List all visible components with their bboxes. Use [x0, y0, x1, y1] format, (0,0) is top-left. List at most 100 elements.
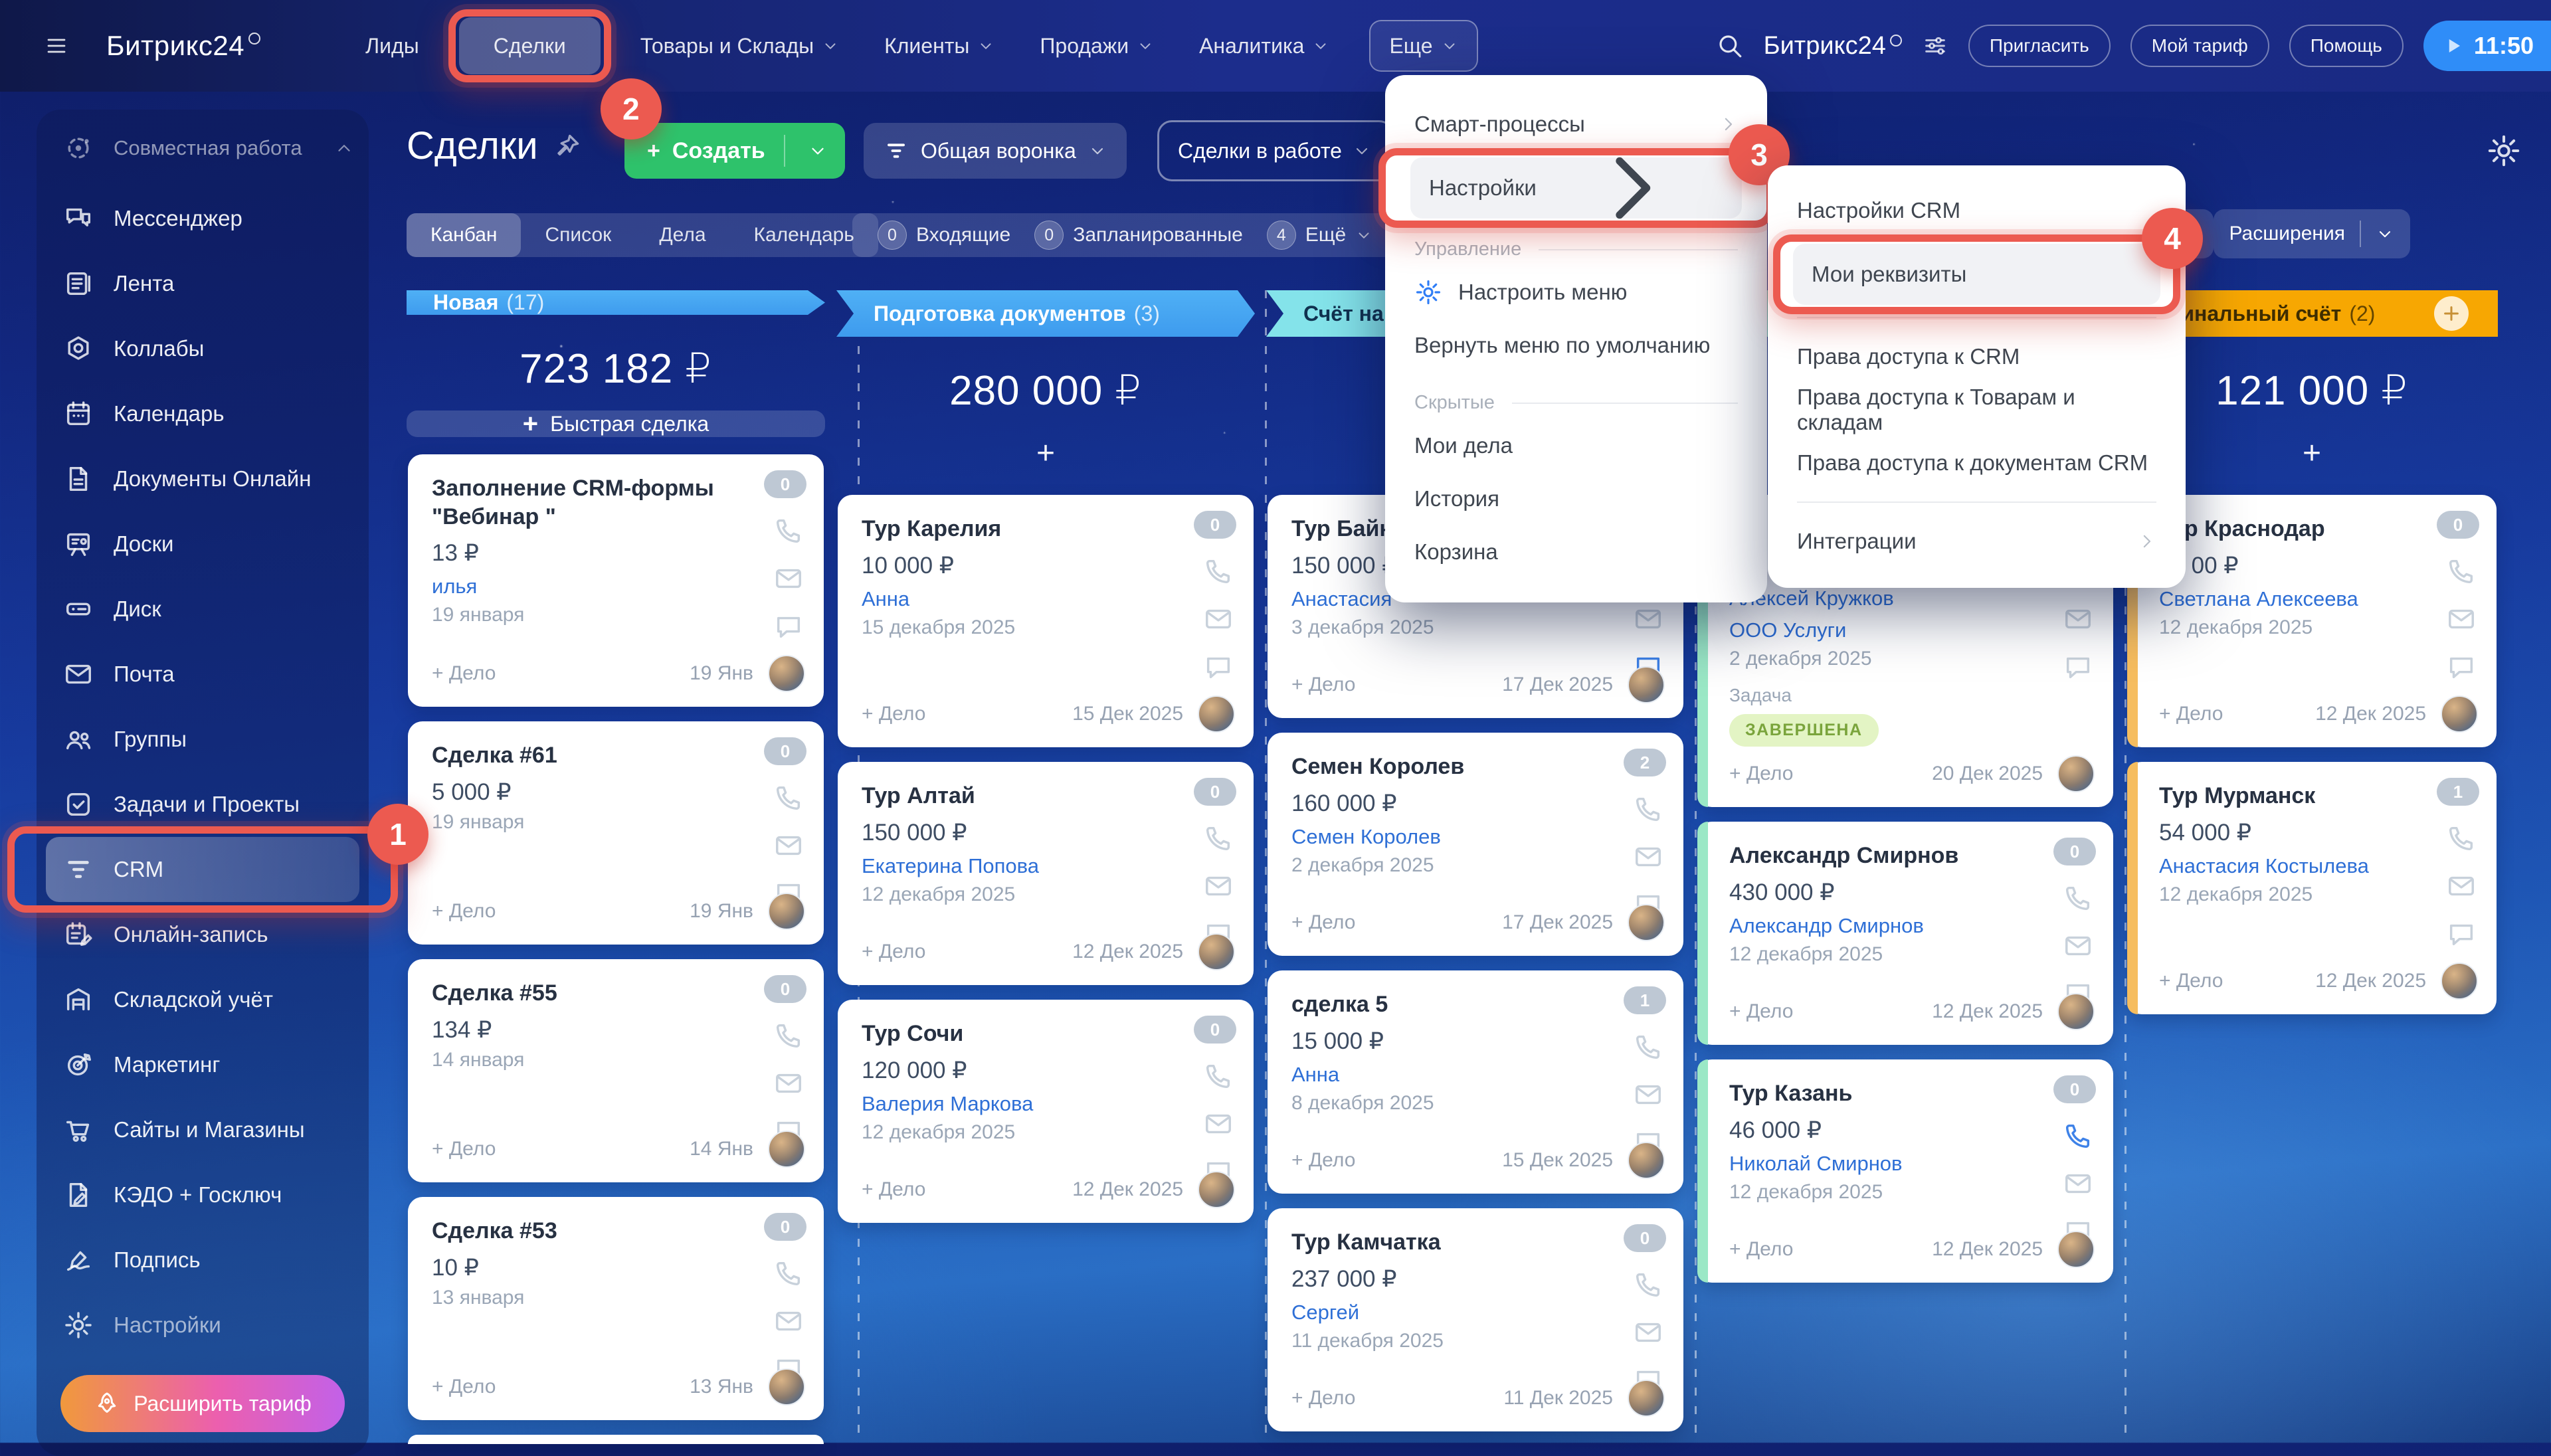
chat-icon[interactable] [2446, 919, 2477, 949]
upgrade-tariff-button[interactable]: Расширить тариф [60, 1375, 345, 1432]
sidebar-item-sites[interactable]: Сайты и Магазины [37, 1097, 369, 1162]
tariff-button[interactable]: Мой тариф [2130, 25, 2269, 67]
mail-icon[interactable] [1203, 604, 1234, 634]
deal-title[interactable]: Тур Мурманск [2159, 783, 2316, 808]
deal-company-link[interactable]: ООО Услуги [1729, 618, 1847, 642]
mail-icon[interactable] [1203, 1109, 1234, 1139]
brand-label[interactable]: Битрикс24 [1764, 32, 1902, 60]
deal-title[interactable]: Тур Алтай [862, 783, 975, 808]
deal-card[interactable]: Тур Сочи 120 000 ₽ Валерия Маркова 12 де… [838, 1000, 1254, 1223]
mail-icon[interactable] [773, 1068, 804, 1099]
submenu-item-my-details[interactable]: Мои реквизиты 4 [1773, 208, 2203, 314]
invite-button[interactable]: Пригласить [1968, 25, 2111, 67]
sidebar-item-docs-online[interactable]: Документы Онлайн [37, 446, 369, 511]
add-activity-link[interactable]: + Дело [432, 1376, 496, 1398]
sidebar-item-calendar[interactable]: Календарь [37, 381, 369, 446]
deal-card[interactable]: Тур Алтай 150 000 ₽ Екатерина Попова 12 … [838, 762, 1254, 985]
mail-icon[interactable] [773, 563, 804, 594]
board-settings-gear-icon[interactable] [2486, 133, 2522, 169]
deal-card[interactable]: Заполнение CRM-формы "Вебинар " 13 ₽ иль… [408, 454, 824, 707]
deal-client-link[interactable]: Сергей [1291, 1300, 1360, 1324]
quick-deal-button[interactable]: + Быстрая сделка [407, 410, 825, 437]
deal-card[interactable]: сделка 5 15 000 ₽ Анна 8 декабря 2025 1 … [1268, 970, 1683, 1194]
mail-icon[interactable] [2446, 604, 2477, 634]
mail-icon[interactable] [2063, 931, 2093, 961]
add-deal-plus-button[interactable] [2434, 296, 2469, 331]
phone-icon[interactable] [2446, 823, 2477, 854]
deal-card[interactable]: Сделка #61 5 000 ₽ 19 января 0 + Дело 19… [408, 721, 824, 945]
mail-icon[interactable] [1633, 604, 1663, 634]
submenu-item-access-crm[interactable]: Права доступа к CRM [1797, 344, 2020, 369]
mail-icon[interactable] [773, 830, 804, 861]
deal-card[interactable]: Семен Королев 160 000 ₽ Семен Королев 2 … [1268, 733, 1683, 956]
deal-client-link[interactable]: илья [432, 575, 478, 598]
quick-add-plus[interactable]: + [2302, 436, 2322, 471]
chat-icon[interactable] [773, 611, 804, 642]
mail-icon[interactable] [2063, 604, 2093, 634]
deal-card[interactable]: Тур Карелия 10 000 ₽ Анна 15 декабря 202… [838, 495, 1254, 747]
submenu-item-crm-settings[interactable]: Настройки CRM [1797, 198, 1961, 223]
sidebar-item-marketing[interactable]: Маркетинг [37, 1032, 369, 1097]
deal-title[interactable]: Тур Камчатка [1291, 1229, 1441, 1255]
menu-item-reset-menu[interactable]: Вернуть меню по умолчанию [1414, 333, 1711, 357]
submenu-item-integrations[interactable]: Интеграции [1797, 515, 2156, 568]
counter-incoming[interactable]: 0 Входящие [871, 221, 1017, 250]
deal-title[interactable]: Тур Казань [1729, 1081, 1853, 1106]
mail-icon[interactable] [1633, 842, 1663, 872]
time-tracker-widget[interactable]: 11:50 [2423, 21, 2551, 71]
add-activity-link[interactable]: + Дело [1291, 911, 1356, 933]
sidebar-item-online-booking[interactable]: Онлайн-запись [37, 902, 369, 967]
deal-client-link[interactable]: Семен Королев [1291, 824, 1441, 848]
deal-title[interactable]: Сделка #55 [432, 980, 557, 1006]
menu-item-history[interactable]: История [1414, 486, 1499, 511]
add-activity-link[interactable]: + Дело [1729, 1238, 1794, 1260]
nav-item-leads[interactable]: Лиды [365, 33, 419, 58]
deal-client-link[interactable]: Светлана Алексеева [2159, 587, 2358, 610]
sidebar-item-feed[interactable]: Лента [37, 251, 369, 316]
phone-icon[interactable] [1633, 794, 1663, 824]
sidebar-item-kedo[interactable]: КЭДО + Госключ [37, 1162, 369, 1228]
tab-calendar[interactable]: Календарь [753, 224, 854, 246]
deal-title[interactable]: Тур Сочи [862, 1021, 964, 1046]
create-button[interactable]: + Создать [624, 123, 845, 179]
filter-search-field[interactable]: Сделки в работе [1157, 120, 1394, 181]
phone-icon[interactable] [1633, 1032, 1663, 1062]
deal-title[interactable]: Сделка #53 [432, 1218, 557, 1243]
mail-icon[interactable] [1633, 1317, 1663, 1348]
deal-card[interactable]: Тур Камчатка 237 000 ₽ Сергей 11 декабря… [1268, 1208, 1683, 1431]
counter-planned[interactable]: 0 Запланированные [1028, 221, 1250, 250]
nav-item-analytics[interactable]: Аналитика [1194, 17, 1335, 74]
deal-title[interactable]: сделка 5 [1291, 992, 1388, 1017]
deal-card-partial[interactable] [408, 1435, 824, 1444]
add-activity-link[interactable]: + Дело [1291, 1387, 1356, 1409]
deal-card[interactable]: Сделка #55 134 ₽ 14 января 0 + Дело 14 Я… [408, 959, 824, 1182]
deal-card[interactable]: Тур Краснодар 00 ₽ Светлана Алексеева 12… [2127, 495, 2497, 747]
extensions-button[interactable]: Расширения [2213, 209, 2410, 258]
add-activity-link[interactable]: + Дело [862, 941, 926, 962]
deal-client-link[interactable]: Екатерина Попова [862, 854, 1040, 877]
nav-item-deals[interactable]: Сделки 2 [448, 9, 662, 139]
nav-item-clients[interactable]: Клиенты [879, 17, 1000, 74]
deal-title[interactable]: Семен Королев [1291, 754, 1465, 779]
menu-item-configure-menu[interactable]: Настроить меню [1414, 266, 1738, 319]
sidebar-item-mail[interactable]: Почта [37, 642, 369, 707]
menu-hamburger-icon[interactable] [41, 34, 72, 58]
phone-icon[interactable] [1203, 823, 1234, 854]
phone-icon[interactable] [1203, 556, 1234, 587]
deal-card[interactable]: Тур Мурманск 54 000 ₽ Анастасия Костылев… [2127, 762, 2497, 1014]
sidebar-item-signature[interactable]: Подпись [37, 1228, 369, 1293]
chat-icon[interactable] [2446, 652, 2477, 682]
sidebar-item-messenger[interactable]: Мессенджер [37, 186, 369, 251]
phone-icon[interactable] [1633, 1269, 1663, 1300]
phone-icon[interactable] [773, 782, 804, 813]
mail-icon[interactable] [1633, 1079, 1663, 1110]
menu-item-trash[interactable]: Корзина [1414, 539, 1498, 564]
sidebar-item-tasks[interactable]: Задачи и Проекты [37, 772, 369, 837]
nav-item-sales[interactable]: Продажи [1034, 17, 1159, 74]
counter-more[interactable]: 4 Ещё [1260, 221, 1379, 250]
add-activity-link[interactable]: + Дело [2159, 703, 2223, 725]
chat-icon[interactable] [1203, 652, 1234, 682]
add-activity-link[interactable]: + Дело [862, 703, 926, 725]
chevron-down-icon[interactable] [808, 141, 828, 161]
deal-client-link[interactable]: Александр Смирнов [1729, 913, 1924, 937]
